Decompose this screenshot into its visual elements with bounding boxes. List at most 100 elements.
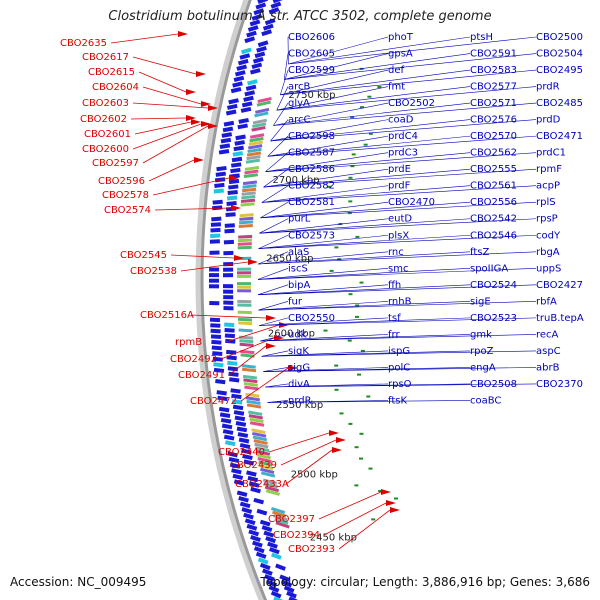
cds-feature bbox=[230, 87, 242, 94]
gc-skew-mark bbox=[367, 95, 372, 98]
cds-feature bbox=[256, 508, 268, 516]
right-gene-label: phoT bbox=[388, 32, 414, 43]
cds-feature bbox=[234, 70, 246, 77]
cog-category-mark bbox=[241, 367, 257, 373]
right-leader-line bbox=[276, 86, 289, 111]
cds-feature bbox=[226, 201, 237, 206]
cds-feature bbox=[210, 227, 221, 233]
left-leader-line bbox=[190, 314, 267, 319]
cog-category-mark bbox=[274, 517, 289, 525]
left-gene-label: CBO2597 bbox=[92, 158, 139, 169]
right-gene-label: CBO2576 bbox=[470, 115, 517, 126]
left-leader-line bbox=[142, 125, 209, 164]
cds-feature bbox=[209, 250, 220, 255]
right-gene-label: CBO2573 bbox=[288, 230, 335, 241]
left-gene-label: CBO2433A bbox=[235, 479, 289, 490]
cds-feature bbox=[250, 486, 261, 494]
cds-feature bbox=[227, 189, 238, 196]
right-leader-line bbox=[267, 135, 471, 157]
cds-feature bbox=[209, 300, 220, 306]
cds-feature bbox=[263, 530, 275, 538]
cds-feature bbox=[232, 151, 244, 157]
left-leader-line bbox=[228, 345, 267, 376]
right-leader-line bbox=[258, 234, 471, 249]
cds-feature bbox=[212, 351, 223, 357]
right-leader-line bbox=[283, 53, 289, 80]
cds-feature bbox=[236, 64, 248, 71]
cog-category-mark bbox=[241, 191, 256, 196]
left-feature-arrow bbox=[231, 205, 241, 211]
right-gene-label: bipA bbox=[288, 280, 310, 291]
cog-category-mark bbox=[256, 453, 271, 460]
cds-feature bbox=[230, 167, 241, 174]
right-gene-label: rplS bbox=[536, 197, 556, 208]
cog-category-mark bbox=[262, 478, 278, 485]
right-leader-line bbox=[258, 251, 389, 265]
right-gene-label: ispG bbox=[388, 346, 410, 357]
right-gene-label: prdE bbox=[388, 164, 411, 175]
left-leader-line bbox=[268, 432, 330, 453]
left-gene-label: CBO2601 bbox=[84, 129, 131, 140]
cds-feature bbox=[229, 462, 241, 469]
right-gene-label: CBO2605 bbox=[288, 49, 335, 60]
cds-feature bbox=[244, 36, 256, 44]
right-leader-line bbox=[265, 152, 471, 172]
right-leader-line bbox=[273, 102, 289, 126]
left-leader-line bbox=[338, 509, 391, 550]
left-gene-label: CBO2574 bbox=[104, 205, 151, 216]
left-leader-line bbox=[220, 337, 275, 360]
right-gene-label: CBO2586 bbox=[288, 164, 335, 175]
cog-category-mark bbox=[236, 274, 252, 278]
cog-category-mark bbox=[273, 514, 288, 522]
right-gene-label: CBO2550 bbox=[288, 313, 335, 324]
cds-feature bbox=[212, 205, 223, 211]
right-leader-line bbox=[260, 334, 289, 342]
cog-category-mark bbox=[237, 289, 252, 293]
right-leader-line bbox=[258, 284, 537, 295]
cds-feature bbox=[250, 535, 261, 542]
cog-category-mark bbox=[255, 107, 270, 114]
cds-feature bbox=[238, 496, 249, 503]
cds-feature bbox=[259, 519, 271, 527]
cds-feature bbox=[223, 267, 234, 272]
cds-feature bbox=[279, 574, 291, 582]
cds-feature bbox=[222, 126, 234, 133]
cog-category-mark bbox=[263, 482, 279, 489]
gc-skew-mark bbox=[347, 339, 352, 342]
gc-skew-mark bbox=[355, 315, 359, 318]
gc-skew-mark bbox=[359, 432, 364, 435]
right-leader-line bbox=[258, 301, 471, 311]
right-gene-label: frr bbox=[388, 329, 400, 340]
cog-category-mark bbox=[239, 342, 254, 347]
left-feature-arrow bbox=[390, 507, 400, 513]
left-feature-arrow bbox=[288, 365, 298, 371]
cog-category-mark bbox=[238, 321, 253, 326]
gc-skew-mark bbox=[368, 467, 373, 470]
right-gene-label: iscS bbox=[288, 263, 308, 274]
cog-category-mark bbox=[238, 234, 253, 239]
right-leader-line bbox=[258, 234, 389, 249]
cds-feature bbox=[255, 551, 267, 559]
cds-feature bbox=[234, 415, 246, 422]
left-leader-line bbox=[148, 159, 195, 182]
left-feature-arrow bbox=[386, 500, 396, 506]
right-gene-label: ptsH bbox=[470, 32, 493, 43]
right-leader-line bbox=[284, 53, 389, 80]
right-gene-label: gpsA bbox=[388, 49, 413, 60]
right-leader-line bbox=[261, 185, 537, 203]
cds-feature bbox=[231, 156, 243, 163]
left-feature-arrow bbox=[274, 335, 284, 341]
gc-skew-mark bbox=[323, 329, 328, 332]
right-leader-line bbox=[263, 367, 289, 372]
cog-category-mark bbox=[251, 125, 266, 132]
cog-category-mark bbox=[236, 285, 252, 289]
cds-feature bbox=[237, 432, 249, 438]
left-feature-arrow bbox=[266, 315, 276, 321]
cog-category-mark bbox=[239, 339, 254, 344]
right-leader-line bbox=[258, 251, 289, 265]
cog-category-mark bbox=[246, 399, 261, 405]
gc-skew-mark bbox=[334, 246, 339, 249]
right-leader-line bbox=[258, 301, 289, 311]
right-leader-line bbox=[259, 317, 389, 326]
